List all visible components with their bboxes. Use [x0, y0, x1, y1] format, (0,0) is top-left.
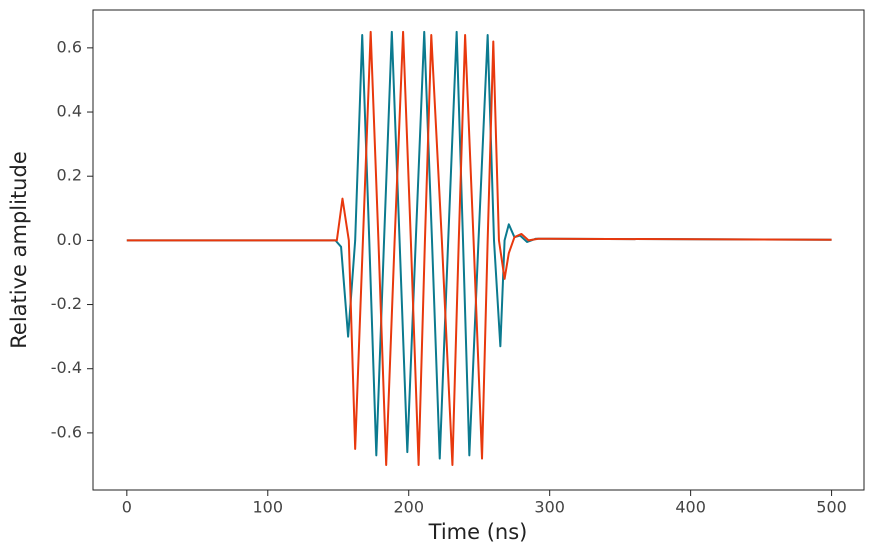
series-line: [126, 30, 832, 460]
y-tick-label: 0.0: [57, 230, 82, 249]
x-tick-label: 500: [816, 498, 847, 517]
y-axis-label: Relative amplitude: [7, 151, 31, 348]
y-tick-label: 0.4: [57, 102, 82, 121]
x-tick-label: 200: [393, 498, 424, 517]
x-axis-label: Time (ns): [428, 520, 528, 544]
plot-frame: [92, 9, 865, 491]
x-tick-label: 100: [253, 498, 284, 517]
y-tick-label: -0.4: [51, 358, 82, 377]
y-tick-label: -0.2: [51, 294, 82, 313]
x-tick-label: 0: [122, 498, 132, 517]
x-tick-label: 300: [534, 498, 565, 517]
y-tick-label: 0.6: [57, 37, 82, 56]
y-tick-label: -0.6: [51, 422, 82, 441]
x-tick-label: 400: [675, 498, 706, 517]
series-line: [126, 30, 832, 466]
y-tick-label: 0.2: [57, 166, 82, 185]
